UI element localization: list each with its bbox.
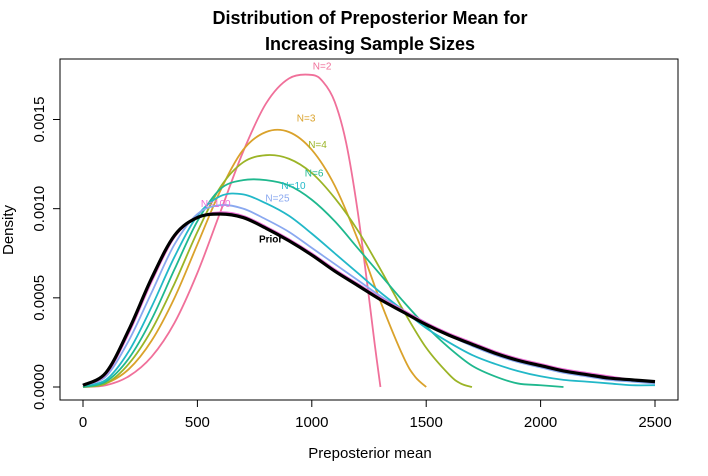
plot-frame: [59, 58, 679, 401]
series-line-n-4: [82, 154, 473, 388]
chart-title-line-2: Increasing Sample Sizes: [265, 34, 475, 54]
series-line-n-3: [82, 128, 427, 388]
y-axis-label: Density: [0, 204, 17, 255]
curve-labels: N=2 N=3 N=4 N=6N=10 N=25 N=100 Prior: [201, 62, 332, 246]
chart-title-line-1: Distribution of Preposterior Mean for: [212, 8, 527, 28]
x-tick-label: 2500: [638, 414, 671, 431]
series-line-n-25: [82, 204, 656, 387]
y-tick-label: 0.0010: [31, 186, 48, 232]
x-tick-label: 500: [185, 414, 210, 431]
x-tick-label: 2000: [524, 414, 557, 431]
series-label-n-25: N=25: [265, 194, 290, 205]
x-tick-label: 1500: [410, 414, 443, 431]
series-label-n-3: N=3: [297, 113, 316, 124]
series-label-n-100: N=100: [201, 199, 231, 210]
x-axis-label: Preposterior mean: [308, 445, 431, 462]
series-label-n-4: N=4: [308, 140, 327, 151]
series-label-n-6: N=6: [305, 169, 324, 180]
series-label-prior: Prior: [259, 235, 282, 246]
y-axis: 0.0000 0.0005 0.0010 0.0015: [31, 97, 60, 410]
density-curves: [82, 73, 656, 388]
series-label-n-2: N=2: [313, 62, 332, 73]
x-tick-label: 1000: [295, 414, 328, 431]
x-tick-label: 0: [79, 414, 87, 431]
series-line-prior: [82, 212, 656, 387]
series-line-n-2: [82, 73, 382, 388]
y-tick-label: 0.0005: [31, 275, 48, 321]
series-line-n-6: [82, 178, 564, 388]
series-line-n-10: [82, 192, 656, 387]
y-tick-label: 0.0000: [31, 364, 48, 410]
y-tick-label: 0.0015: [31, 97, 48, 143]
series-label-n-10: N=10: [281, 181, 306, 192]
x-axis: 0 500 1000 1500 2000 2500: [79, 400, 672, 431]
